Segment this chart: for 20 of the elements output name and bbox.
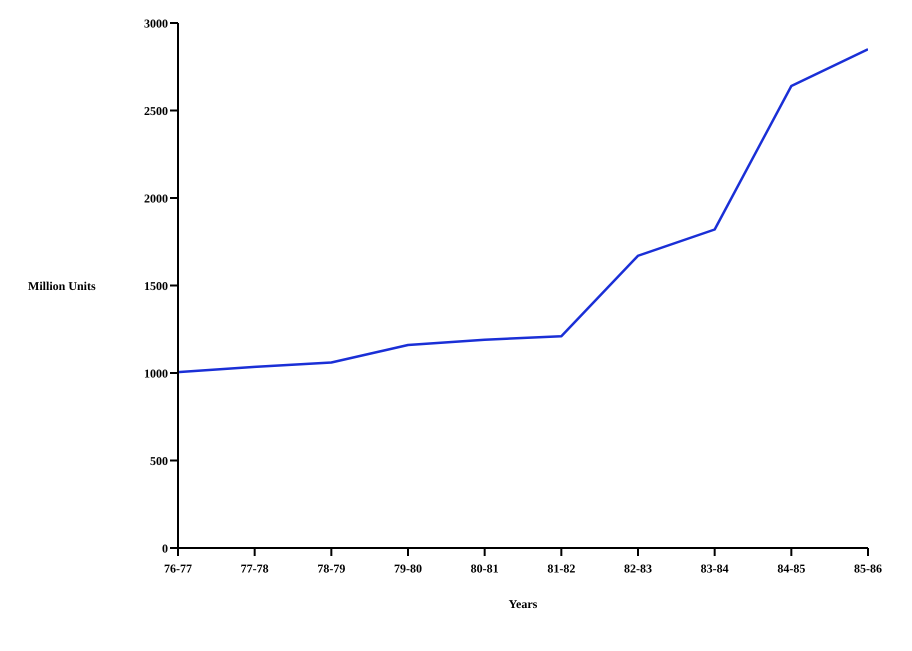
x-tick-label: 85-86 xyxy=(854,562,882,576)
y-tick-label: 1500 xyxy=(144,278,168,293)
y-tick-label: 500 xyxy=(150,454,168,468)
y-tick-label: 2000 xyxy=(144,191,168,206)
x-tick-label: 83-84 xyxy=(700,562,729,576)
x-tick-label: 80-81 xyxy=(470,562,499,576)
x-tick-label: 77-78 xyxy=(240,562,269,576)
x-tick-label: 76-77 xyxy=(164,562,192,576)
x-tick-label: 84-85 xyxy=(777,562,806,576)
line-series xyxy=(178,48,868,374)
x-tick-label: 82-83 xyxy=(624,562,652,576)
y-tick-label: 2500 xyxy=(144,104,168,118)
x-tick-label: 78-79 xyxy=(317,562,346,576)
y-tick-label: 3000 xyxy=(144,16,168,30)
y-tick-label: 0 xyxy=(162,541,168,556)
x-tick-label: 79-80 xyxy=(394,562,422,576)
y-tick-label: 1000 xyxy=(144,366,168,380)
x-tick-label: 81-82 xyxy=(547,562,576,576)
x-axis-title: Years xyxy=(508,597,538,611)
y-axis-title: Million Units xyxy=(28,278,96,293)
